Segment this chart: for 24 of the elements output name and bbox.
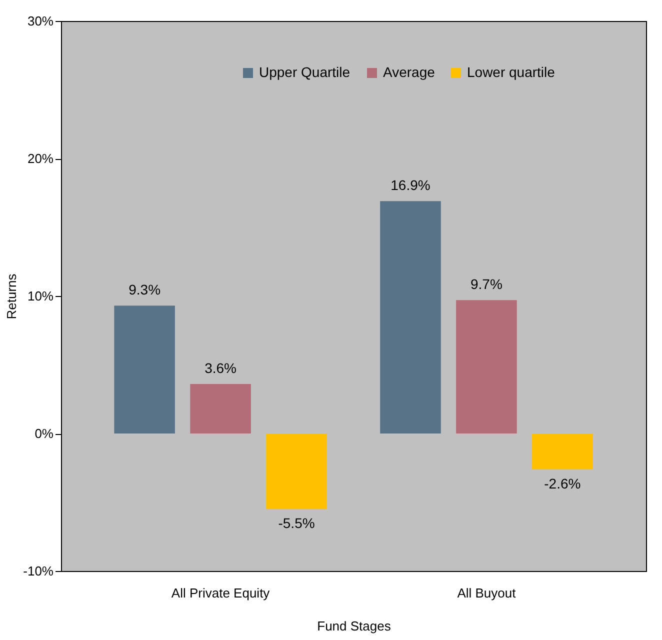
bar (114, 306, 175, 434)
y-tick-label: 10% (27, 288, 54, 304)
data-label: 9.3% (128, 282, 161, 298)
data-label: 16.9% (390, 177, 430, 194)
legend-label: Lower quartile (467, 64, 556, 80)
y-tick-label: 20% (27, 151, 54, 166)
y-tick-label: 30% (27, 14, 54, 28)
bar (380, 201, 441, 434)
data-label: -5.5% (278, 515, 315, 532)
bar (190, 384, 251, 434)
x-axis-title: Fund Stages (317, 618, 392, 634)
legend-label: Upper Quartile (259, 64, 350, 80)
bar (532, 434, 593, 470)
bar (266, 434, 327, 510)
y-tick-label: -10% (23, 564, 54, 578)
data-label: -2.6% (544, 475, 581, 492)
data-label: 9.7% (470, 276, 502, 292)
bar (456, 300, 517, 434)
legend-label: Average (383, 64, 436, 80)
y-axis-title: Returns (4, 273, 20, 320)
x-tick-label: All Private Equity (171, 586, 270, 600)
data-label: 3.6% (204, 360, 237, 376)
x-tick-label: All Buyout (457, 586, 516, 600)
y-tick-label: 0% (34, 426, 54, 441)
